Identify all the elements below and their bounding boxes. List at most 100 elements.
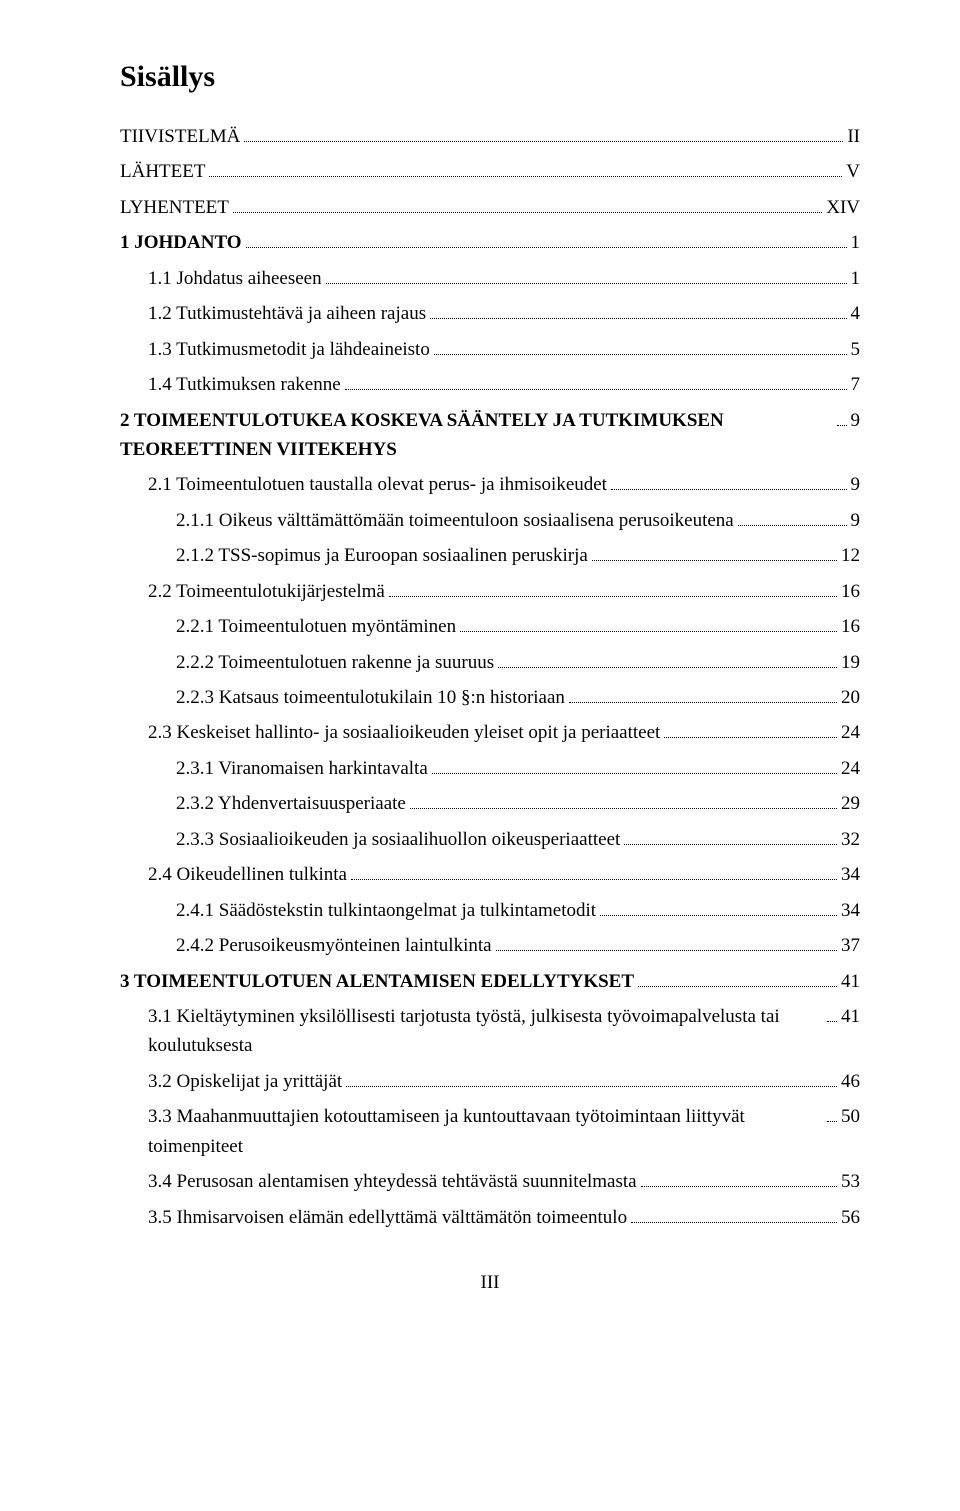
toc-leader-dots xyxy=(496,935,837,951)
toc-entry-page: 9 xyxy=(851,470,861,499)
toc-entry-label: 2.1 Toimeentulotuen taustalla olevat per… xyxy=(148,470,607,499)
toc-entry-page: 12 xyxy=(841,541,860,570)
toc-entry-label: 1.1 Johdatus aiheeseen xyxy=(148,264,322,293)
toc-entry: 2.4.2 Perusoikeusmyönteinen laintulkinta… xyxy=(120,931,860,960)
toc-entry: 2.2 Toimeentulotukijärjestelmä 16 xyxy=(120,577,860,606)
toc-entry-page: 5 xyxy=(851,335,861,364)
toc-entry: LYHENTEETXIV xyxy=(120,193,860,222)
toc-entry-page: 53 xyxy=(841,1167,860,1196)
toc-entry: 2.4.1 Säädöstekstin tulkintaongelmat ja … xyxy=(120,896,860,925)
toc-leader-dots xyxy=(631,1206,837,1222)
toc-entry-label: 1 JOHDANTO xyxy=(120,228,242,257)
toc-entry-label: 2.3 Keskeiset hallinto- ja sosiaalioikeu… xyxy=(148,718,660,747)
toc-leader-dots xyxy=(209,161,842,177)
toc-entry-label: 3.3 Maahanmuuttajien kotouttamiseen ja k… xyxy=(148,1102,823,1161)
toc-entry: 3.3 Maahanmuuttajien kotouttamiseen ja k… xyxy=(120,1102,860,1161)
toc-leader-dots xyxy=(233,197,822,213)
toc-leader-dots xyxy=(246,232,847,248)
toc-leader-dots xyxy=(434,338,847,354)
toc-entry-page: 50 xyxy=(841,1102,860,1131)
toc-entry: 3 TOIMEENTULOTUEN ALENTAMISEN EDELLYTYKS… xyxy=(120,967,860,996)
toc-entry: 2.3.1 Viranomaisen harkintavalta24 xyxy=(120,754,860,783)
toc-leader-dots xyxy=(624,829,837,845)
toc-entry: 1.4 Tutkimuksen rakenne 7 xyxy=(120,370,860,399)
toc-entry: 2.3.2 Yhdenvertaisuusperiaate 29 xyxy=(120,789,860,818)
toc-entry: 3.5 Ihmisarvoisen elämän edellyttämä väl… xyxy=(120,1203,860,1232)
toc-leader-dots xyxy=(611,474,847,490)
toc-entry: 2.4 Oikeudellinen tulkinta 34 xyxy=(120,860,860,889)
toc-entry-page: 16 xyxy=(841,612,860,641)
toc-entry-page: 29 xyxy=(841,789,860,818)
toc-entry-page: 34 xyxy=(841,860,860,889)
toc-entry-label: 3.4 Perusosan alentamisen yhteydessä teh… xyxy=(148,1167,637,1196)
toc-leader-dots xyxy=(827,1106,837,1122)
toc-entry: 3.4 Perusosan alentamisen yhteydessä teh… xyxy=(120,1167,860,1196)
toc-entry-page: 24 xyxy=(841,718,860,747)
toc-entry-label: 2.2 Toimeentulotukijärjestelmä xyxy=(148,577,385,606)
toc-leader-dots xyxy=(430,303,846,319)
toc-leader-dots xyxy=(664,722,837,738)
toc-entry-page: 46 xyxy=(841,1067,860,1096)
toc-entry-label: 2.1.2 TSS-sopimus ja Euroopan sosiaaline… xyxy=(176,541,588,570)
toc-entry-page: 24 xyxy=(841,754,860,783)
toc-entry-label: 1.4 Tutkimuksen rakenne xyxy=(148,370,341,399)
table-of-contents: TIIVISTELMÄII LÄHTEET V LYHENTEETXIV 1 JOHDA… xyxy=(120,122,860,1232)
toc-entry-page: 9 xyxy=(851,406,861,435)
toc-entry: 2.3 Keskeiset hallinto- ja sosiaalioikeu… xyxy=(120,718,860,747)
toc-entry-page: 9 xyxy=(851,506,861,535)
toc-leader-dots xyxy=(827,1006,837,1022)
toc-entry: 2.2.2 Toimeentulotuen rakenne ja suuruus… xyxy=(120,648,860,677)
toc-entry-label: 2.4.2 Perusoikeusmyönteinen laintulkinta xyxy=(176,931,492,960)
toc-leader-dots xyxy=(351,864,837,880)
toc-entry: 1.3 Tutkimusmetodit ja lähdeaineisto 5 xyxy=(120,335,860,364)
toc-leader-dots xyxy=(600,899,837,915)
toc-leader-dots xyxy=(345,374,847,390)
toc-leader-dots xyxy=(641,1171,837,1187)
toc-leader-dots xyxy=(244,126,843,142)
toc-entry: 2 TOIMEENTULOTUKEA KOSKEVA SÄÄNTELY JA T… xyxy=(120,406,860,465)
toc-entry: LÄHTEET V xyxy=(120,157,860,186)
toc-entry-page: 19 xyxy=(841,648,860,677)
toc-leader-dots xyxy=(389,581,837,597)
toc-entry-page: 7 xyxy=(851,370,861,399)
toc-entry-label: 2.3.2 Yhdenvertaisuusperiaate xyxy=(176,789,406,818)
toc-entry-page: 41 xyxy=(841,967,860,996)
toc-entry: 2.1.2 TSS-sopimus ja Euroopan sosiaaline… xyxy=(120,541,860,570)
toc-entry-label: 1.3 Tutkimusmetodit ja lähdeaineisto xyxy=(148,335,430,364)
toc-leader-dots xyxy=(837,409,847,425)
toc-entry-page: XIV xyxy=(826,193,860,222)
toc-entry: TIIVISTELMÄII xyxy=(120,122,860,151)
toc-entry-page: 41 xyxy=(841,1002,860,1031)
toc-entry-page: 20 xyxy=(841,683,860,712)
toc-entry-label: TIIVISTELMÄ xyxy=(120,122,240,151)
toc-entry-label: LÄHTEET xyxy=(120,157,205,186)
toc-entry-label: 2.2.1 Toimeentulotuen myöntäminen xyxy=(176,612,456,641)
toc-entry-page: 16 xyxy=(841,577,860,606)
toc-entry-label: 3 TOIMEENTULOTUEN ALENTAMISEN EDELLYTYKS… xyxy=(120,967,634,996)
toc-leader-dots xyxy=(346,1071,837,1087)
toc-entry: 2.1.1 Oikeus välttämättömään toimeentulo… xyxy=(120,506,860,535)
toc-entry-label: 2.4 Oikeudellinen tulkinta xyxy=(148,860,347,889)
toc-entry-label: 2.3.3 Sosiaalioikeuden ja sosiaalihuollo… xyxy=(176,825,620,854)
toc-entry-label: 2.2.3 Katsaus toimeentulotukilain 10 §:n… xyxy=(176,683,565,712)
toc-entry: 3.1 Kieltäytyminen yksilöllisesti tarjot… xyxy=(120,1002,860,1061)
toc-leader-dots xyxy=(738,510,847,526)
toc-entry-label: 3.1 Kieltäytyminen yksilöllisesti tarjot… xyxy=(148,1002,823,1061)
toc-leader-dots xyxy=(432,758,837,774)
toc-entry-page: 34 xyxy=(841,896,860,925)
toc-leader-dots xyxy=(498,651,837,667)
toc-entry-label: 2.1.1 Oikeus välttämättömään toimeentulo… xyxy=(176,506,734,535)
toc-entry: 2.2.1 Toimeentulotuen myöntäminen 16 xyxy=(120,612,860,641)
toc-entry: 2.1 Toimeentulotuen taustalla olevat per… xyxy=(120,470,860,499)
toc-entry: 2.2.3 Katsaus toimeentulotukilain 10 §:n… xyxy=(120,683,860,712)
toc-entry: 2.3.3 Sosiaalioikeuden ja sosiaalihuollo… xyxy=(120,825,860,854)
toc-entry: 1.2 Tutkimustehtävä ja aiheen rajaus 4 xyxy=(120,299,860,328)
toc-entry-page: 4 xyxy=(851,299,861,328)
toc-entry-label: 1.2 Tutkimustehtävä ja aiheen rajaus xyxy=(148,299,426,328)
toc-entry-page: 1 xyxy=(851,264,861,293)
toc-entry-page: 1 xyxy=(851,228,861,257)
toc-entry: 1.1 Johdatus aiheeseen 1 xyxy=(120,264,860,293)
toc-entry-label: 2.2.2 Toimeentulotuen rakenne ja suuruus xyxy=(176,648,494,677)
page-title: Sisällys xyxy=(120,60,860,94)
toc-entry-page: V xyxy=(846,157,860,186)
